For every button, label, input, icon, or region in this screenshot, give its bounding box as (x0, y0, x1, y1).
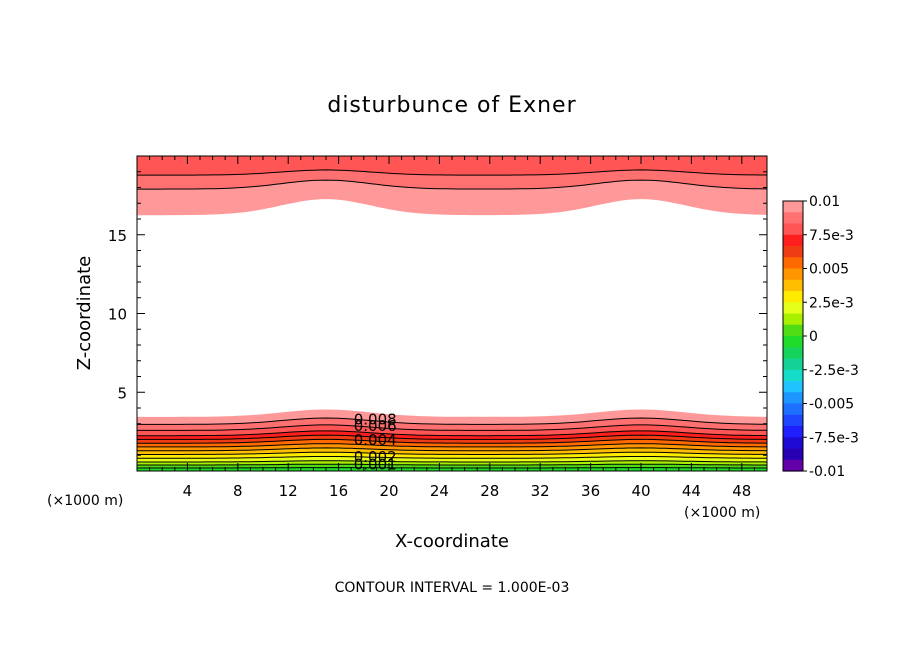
bottom-contour-line (137, 430, 767, 437)
colorbar-tick-label: 7.5e-3 (809, 228, 854, 244)
colorbar: 0.01 7.5e-3 0.005 2.5e-3 0 -2.5e-3 -0.005 -7.5e… (782, 194, 859, 480)
x-tick-label: 20 (379, 482, 398, 500)
colorbar-segment (783, 347, 803, 360)
colorbar-segment (783, 459, 803, 472)
contour-label: 0.004 (354, 431, 397, 449)
x-unit-left-label: (×1000 m) (47, 493, 123, 509)
colorbar-segment (783, 448, 803, 461)
colorbar-tick-label: -7.5e-3 (809, 430, 859, 446)
x-tick-label: 40 (631, 482, 650, 500)
colorbar-segment (783, 437, 803, 450)
contour-label: 0.002 (354, 448, 397, 466)
bottom-contour-line (137, 463, 767, 466)
x-tick-label: 16 (329, 482, 348, 500)
colorbar-tick-label: 0.01 (809, 194, 840, 210)
bottom-contour-line (137, 460, 767, 463)
bottom-contour-line (137, 438, 767, 444)
colorbar-segment (783, 223, 803, 236)
contour-interval-note: CONTOUR INTERVAL = 1.000E-03 (335, 580, 570, 596)
x-tick-label: 48 (732, 482, 751, 500)
bottom-contour-line (137, 417, 767, 425)
colorbar-segment (783, 324, 803, 337)
contour-label: 0.006 (354, 417, 397, 435)
colorbar-segment (783, 392, 803, 405)
colorbar-segment (783, 403, 803, 416)
colorbar-segment (783, 313, 803, 326)
x-unit-right-label: (×1000 m) (684, 505, 760, 521)
top-band-fill (137, 156, 767, 176)
colorbar-tick-label: 2.5e-3 (809, 295, 854, 311)
y-tick-label: 10 (108, 306, 127, 324)
bottom-contour-line (137, 456, 767, 459)
colorbar-segment (783, 426, 803, 438)
colorbar-segment (783, 257, 803, 270)
x-tick-label: 24 (430, 482, 449, 500)
colorbar-segment (783, 369, 803, 382)
contour-label: 0.008 (354, 410, 397, 428)
colorbar-segment (783, 201, 803, 213)
colorbar-segment (783, 358, 803, 371)
colorbar-tick-label: 0.005 (809, 262, 849, 278)
top-contour-line (137, 179, 767, 190)
colorbar-tick-label: -0.005 (809, 397, 854, 413)
chart-title: disturbunce of Exner (327, 93, 576, 118)
colorbar-segment (783, 414, 803, 427)
colorbar-segment (783, 234, 803, 247)
colorbar-tick-label: 0 (809, 329, 818, 345)
colorbar-segment (783, 336, 803, 348)
colorbar-segment (783, 246, 803, 258)
contour-label: 0.001 (354, 455, 397, 473)
x-tick-label: 8 (233, 482, 243, 500)
x-tick-label: 36 (581, 482, 600, 500)
x-axis-label: X-coordinate (395, 531, 509, 552)
x-tick-label: 28 (480, 482, 499, 500)
colorbar-segment (783, 302, 803, 315)
x-tick-label: 12 (279, 482, 298, 500)
colorbar-segment (783, 381, 803, 393)
y-axis-label: Z-coordinate (74, 256, 95, 371)
colorbar-tick-label: -0.01 (809, 464, 845, 480)
x-tick-label: 44 (682, 482, 701, 500)
bottom-contour-line (137, 451, 767, 455)
x-tick-label: 32 (531, 482, 550, 500)
bottom-contour-line (137, 434, 767, 440)
colorbar-segment (783, 212, 803, 225)
y-tick-label: 15 (108, 227, 127, 245)
x-tick-label: 4 (183, 482, 193, 500)
bottom-contour-line (137, 424, 767, 431)
colorbar-tick-label: -2.5e-3 (809, 363, 859, 379)
bottom-contour-line (137, 443, 767, 448)
y-tick-label: 5 (117, 384, 127, 402)
colorbar-segment (783, 279, 803, 292)
colorbar-segment (783, 268, 803, 281)
top-contour-line (137, 169, 767, 176)
bottom-contour-line (137, 447, 767, 452)
colorbar-segment (783, 291, 803, 303)
